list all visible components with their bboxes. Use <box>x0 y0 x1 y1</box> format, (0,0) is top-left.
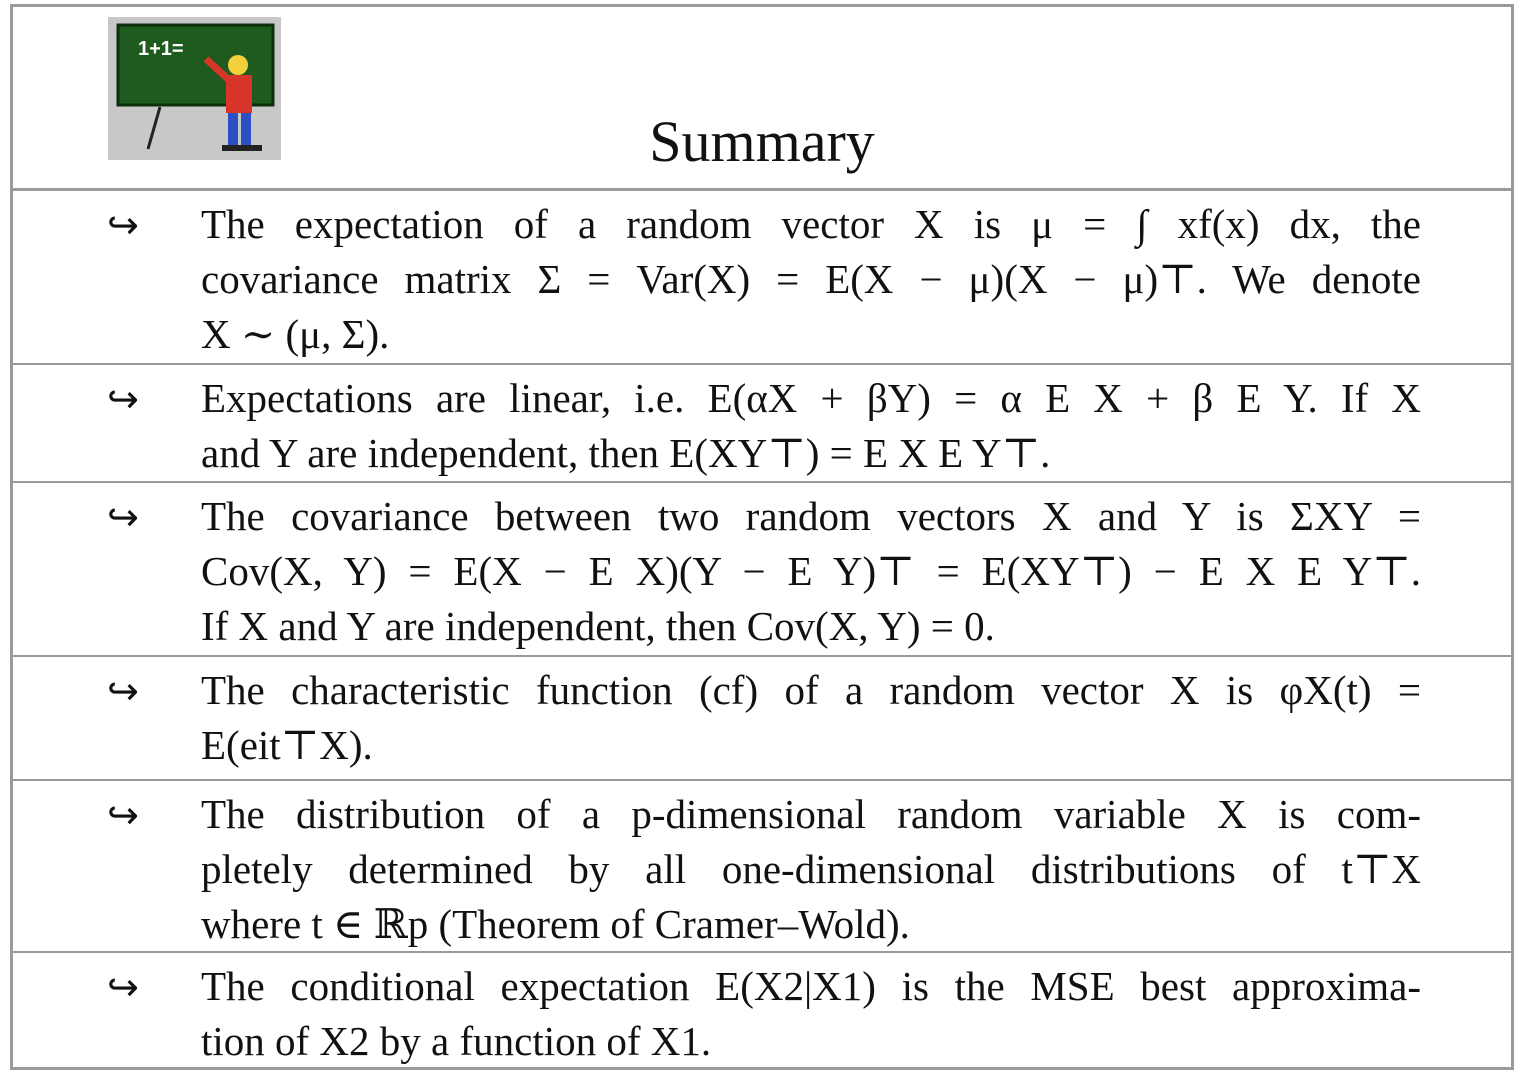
teacher-at-blackboard-icon: 1+1= <box>108 17 281 160</box>
page-title: Summary <box>649 109 875 174</box>
hook-arrow-icon: ↪ <box>107 203 139 247</box>
item-text: Expectations are linear, i.e. E(αX + βY)… <box>201 375 1421 476</box>
list-item: ↪ The expectation of a random vector X i… <box>13 191 1511 365</box>
item-text: The covariance between two random vector… <box>201 493 1421 649</box>
hook-arrow-icon: ↪ <box>107 377 139 421</box>
list-item: ↪ The distribution of a p-dimensional ra… <box>13 781 1511 953</box>
item-text: The conditional expectation E(X2|X1) is … <box>201 963 1421 1064</box>
summary-header: 1+1= Summary <box>13 7 1511 191</box>
summary-frame: 1+1= Summary ↪ The expectation of a rand… <box>10 4 1514 1070</box>
hook-arrow-icon: ↪ <box>107 793 139 837</box>
list-item: ↪ The covariance between two random vect… <box>13 483 1511 657</box>
list-item: ↪ Expectations are linear, i.e. E(αX + β… <box>13 365 1511 483</box>
hook-arrow-icon: ↪ <box>107 669 139 713</box>
item-text: The distribution of a p-dimensional rand… <box>201 791 1421 947</box>
list-item: ↪ The conditional expectation E(X2|X1) i… <box>13 953 1511 1069</box>
list-item: ↪ The characteristic function (cf) of a … <box>13 657 1511 781</box>
item-text: The expectation of a random vector X is … <box>201 201 1421 357</box>
summary-list: ↪ The expectation of a random vector X i… <box>13 191 1511 1069</box>
hook-arrow-icon: ↪ <box>107 495 139 539</box>
hook-arrow-icon: ↪ <box>107 965 139 1009</box>
item-text: The characteristic function (cf) of a ra… <box>201 667 1421 768</box>
board-text: 1+1= <box>138 38 184 60</box>
